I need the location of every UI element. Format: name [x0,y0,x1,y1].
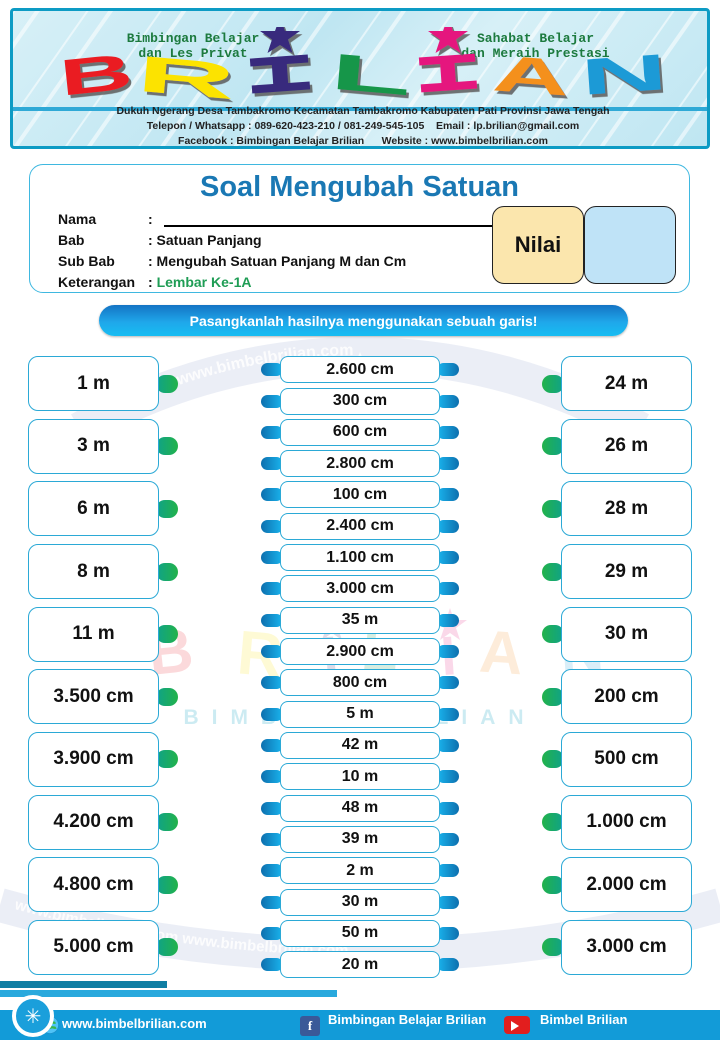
svg-text:B: B [57,43,136,107]
svg-text:A: A [478,618,526,688]
svg-text:R: R [134,45,237,107]
svg-text:L: L [328,43,414,107]
svg-text:A: A [491,44,572,107]
svg-text:N: N [579,43,670,106]
